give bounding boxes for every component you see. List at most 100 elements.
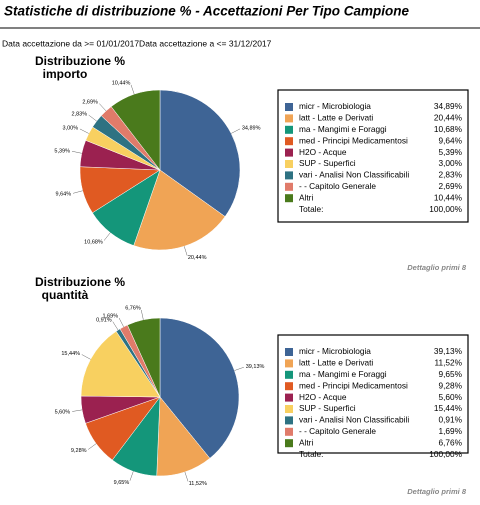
leader-line [234, 366, 244, 371]
legend-label: - - Capitolo Generale [299, 426, 376, 436]
legend-label: med - Principi Medicamentosi [299, 380, 408, 390]
slice-label: 11,52% [189, 481, 207, 487]
slice-label: 9,28% [71, 448, 87, 454]
legend-value: 1,69% [438, 426, 462, 436]
legend-swatch [285, 405, 293, 413]
total-label: Totale: [299, 449, 323, 459]
legend-swatch [285, 370, 293, 379]
legend-label: latt - Latte e Derivati [299, 113, 373, 123]
legend-swatch [285, 348, 293, 356]
slice-label: 2,69% [82, 100, 98, 106]
slice-label: 39,13% [246, 364, 265, 370]
legend-swatch [285, 160, 293, 168]
legend-value: 9,65% [438, 369, 462, 379]
legend-value: 20,44% [434, 113, 463, 123]
legend-label: H2O - Acque [299, 392, 347, 402]
legend-value: 6,76% [438, 437, 462, 447]
slice-label: 2,83% [72, 111, 88, 117]
slice-label: 1,69% [103, 314, 119, 320]
legend-swatch [285, 125, 293, 134]
slice-label: 10,68% [84, 240, 103, 246]
legend-label: vari - Analisi Non Classificabili [299, 170, 409, 180]
legend-value: 2,69% [438, 181, 462, 191]
legend-box [277, 89, 469, 223]
legend-swatch [285, 182, 293, 191]
legend-value: 39,13% [434, 346, 463, 356]
legend-swatch [285, 359, 293, 368]
legend-swatch [285, 194, 293, 203]
leader-line [118, 317, 124, 327]
leader-line [130, 84, 135, 95]
note: Dettaglio primi 8 [407, 263, 467, 272]
leader-line [112, 321, 119, 331]
legend-swatch [285, 103, 293, 111]
leader-line [140, 309, 144, 320]
legend-value: 15,44% [434, 403, 463, 413]
leader-line [81, 354, 91, 360]
total-value: 100,00% [429, 204, 462, 214]
pie-slice [127, 317, 161, 398]
pie-slice [159, 317, 240, 459]
legend-value: 34,89% [434, 101, 463, 111]
legend-value: 9,28% [438, 380, 462, 390]
legend-value: 10,44% [434, 192, 463, 202]
leader-line [73, 190, 83, 194]
legend-label: SUP - Superfici [299, 403, 356, 413]
legend-label: micr - Microbiologia [299, 346, 371, 356]
legend-swatch [285, 148, 293, 157]
leader-line [88, 443, 97, 450]
slice-label: 10,44% [112, 80, 131, 86]
legend-swatch [285, 137, 293, 146]
legend-label: H2O - Acque [299, 147, 347, 157]
legend-label: SUP - Superfici [299, 158, 356, 168]
leader-line [99, 103, 107, 112]
slice-label: 5,39% [54, 148, 70, 154]
legend-value: 11,52% [434, 358, 462, 368]
legend-label: vari - Analisi Non Classificabili [299, 415, 409, 425]
legend-label: ma - Mangimi e Foraggi [299, 369, 387, 379]
legend-value: 5,39% [438, 147, 462, 157]
legend-label: latt - Latte e Derivati [299, 358, 373, 368]
legend-label: micr - Microbiologia [299, 101, 371, 111]
page-title: Statistiche di distribuzione % - Accetta… [4, 4, 410, 19]
leader-line [79, 128, 89, 134]
slice-label: 5,60% [55, 409, 71, 415]
legend-swatch [285, 114, 293, 123]
total-label: Totale: [299, 204, 323, 214]
leader-line [88, 114, 97, 122]
legend-value: 10,68% [434, 124, 463, 134]
legend-label: med - Principi Medicamentosi [299, 135, 408, 145]
pie-slice [80, 330, 161, 398]
total-value: 100,00% [429, 449, 462, 459]
leader-line [72, 409, 83, 412]
legend-box [277, 334, 469, 454]
slice-label: 34,89% [242, 125, 261, 131]
legend-swatch [285, 427, 293, 436]
slice-label: 20,44% [188, 255, 207, 261]
legend-swatch [285, 382, 293, 391]
legend-value: 5,60% [438, 392, 462, 402]
leader-line [129, 471, 134, 481]
chart-title: Distribuzione % quantità [35, 275, 125, 302]
legend-value: 0,91% [438, 415, 462, 425]
slice-label: 0,91% [96, 317, 112, 323]
legend-swatch [285, 171, 293, 180]
slice-label: 9,64% [56, 191, 72, 197]
legend-label: Altri [299, 437, 313, 447]
slice-label: 6,76% [125, 305, 141, 311]
filter-text: Data accettazione da >= 01/01/2017Data a… [2, 38, 272, 48]
note: Dettaglio primi 8 [407, 487, 467, 496]
slice-label: 9,65% [114, 480, 130, 486]
leader-line [231, 128, 241, 134]
chart-title: Distribuzione % importo [35, 54, 125, 81]
legend-label: ma - Mangimi e Foraggi [299, 124, 387, 134]
legend-label: - - Capitolo Generale [299, 181, 376, 191]
slice-label: 3,00% [63, 125, 79, 131]
legend-value: 3,00% [438, 158, 462, 168]
legend-value: 2,83% [438, 170, 462, 180]
legend-label: Altri [299, 192, 313, 202]
leader-line [71, 150, 82, 154]
leader-line [184, 471, 189, 482]
leader-line [183, 246, 188, 256]
